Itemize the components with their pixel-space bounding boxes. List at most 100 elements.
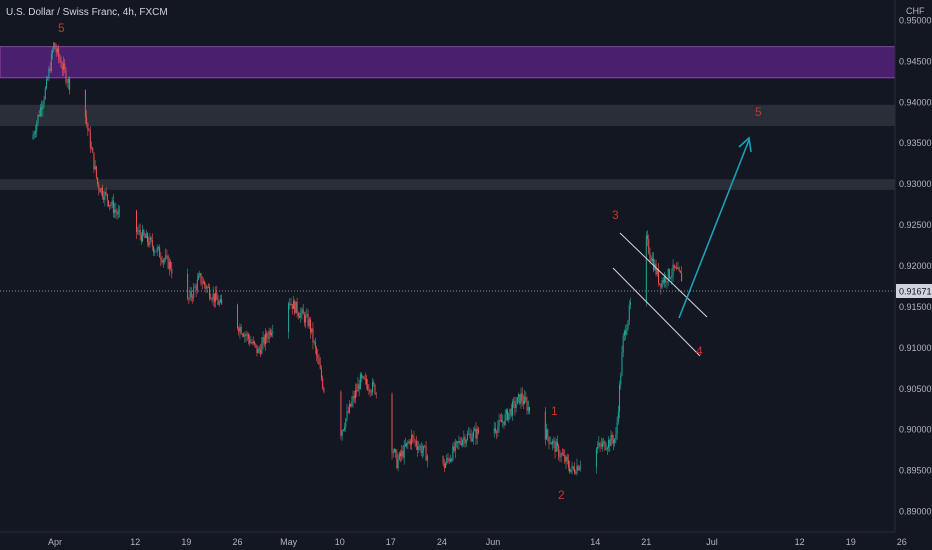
candle-body [99,189,101,193]
candle-body [400,452,402,457]
candle-body [548,436,550,444]
candle-body [553,440,555,442]
candle-body [257,348,259,354]
candle-body [237,304,238,328]
candle-body [555,442,557,452]
price-tick-label: 0.94500 [899,56,932,66]
price-axis[interactable]: CHF 0.950000.945000.940000.935000.930000… [894,0,932,532]
candle-body [110,204,112,206]
candle-body [544,411,546,440]
candle-body [251,342,253,344]
candle-body [476,428,478,439]
candle-body [670,277,672,279]
candle-body [608,439,610,448]
time-axis[interactable]: Apr 12 19 26 May 10 17 24 Jun 14 21 Jul 12 19 26 [0,531,932,550]
candle-body [453,446,455,451]
candle-body [615,434,617,439]
resistance-zone-purple [0,46,896,79]
candle-body [288,303,290,332]
candle-body [373,382,375,385]
candle-body [148,241,150,245]
candle-body [358,384,360,390]
candle-body [171,268,173,274]
candle-body [398,452,400,460]
price-ticks: 0.95000 0.94500 0.94000 0.93500 0.93000 0.925… [899,15,932,516]
candle-body [522,400,524,404]
candle-body [346,411,348,419]
candle-body [408,441,410,443]
candle-body [620,375,622,385]
price-tick-label: 0.94000 [899,97,932,107]
wave-label-4: 4 [696,344,703,358]
candle-body [493,428,495,434]
candle-body [471,437,473,442]
candle-body [650,257,652,262]
candle-body [598,443,600,447]
candle-body [357,384,359,392]
candle-body [341,430,343,436]
candle-body [365,378,367,385]
candle-body [36,122,38,132]
candle-body [657,269,659,284]
candle-body [311,328,313,333]
candle-body [193,287,195,298]
candle-body [653,258,655,270]
candle-body [619,384,621,412]
candle-body [219,299,221,303]
candle-body [269,330,271,336]
candle-body [300,312,302,318]
candle-body [91,147,92,149]
candle-body [117,211,119,215]
candle-body [511,401,513,416]
candle-body [655,263,657,275]
candle-body [513,401,515,402]
candle-body [118,210,120,212]
currency-label: CHF [906,6,925,16]
candle-body [52,50,54,54]
candle-body [661,280,663,288]
candle-body [526,401,528,411]
candle-body [494,428,496,432]
candle-body [424,445,426,447]
candle-body [617,411,619,422]
candle-body [477,428,479,434]
price-tick-label: 0.91000 [899,343,932,353]
candle-body [603,441,605,443]
candle-body [104,191,106,200]
candle-body [627,320,629,329]
candle-body [614,438,616,444]
candle-body [600,444,602,447]
candle-body [610,434,612,447]
candle-body [166,255,168,257]
candle-body [256,345,258,354]
candle-body [310,319,311,333]
candle-body [459,440,461,444]
candle-body [419,445,421,448]
candle-body [93,152,95,170]
candle-body [666,281,668,283]
candle-body [474,428,476,432]
candle-body [417,446,419,450]
candle-body [101,187,103,197]
candle-body [317,355,319,359]
candle-body [372,382,374,392]
candle-body [425,446,427,461]
candle-body [100,187,102,193]
candle-body [681,272,683,282]
candle-body [561,453,563,455]
candle-body [64,63,66,70]
candle-body [369,390,371,393]
candle-body [322,378,324,388]
candle-body [612,440,614,444]
candle-body [136,210,138,232]
candle-body [149,237,151,245]
candle-body [395,449,397,453]
candle-body [207,286,209,288]
time-axis-background [0,532,932,550]
candle-body [95,166,97,178]
price-tick-label: 0.93500 [899,138,932,148]
candle-body [604,441,606,450]
candle-body [353,395,355,399]
